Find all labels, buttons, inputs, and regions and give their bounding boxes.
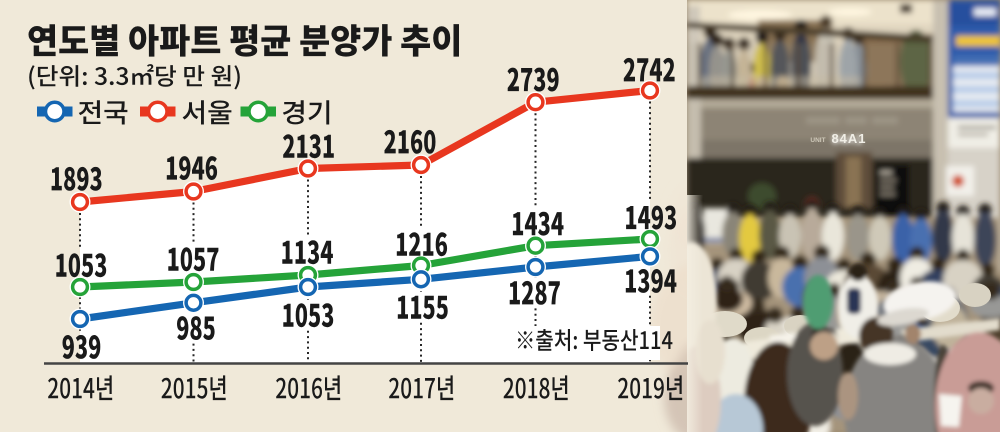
svg-text:84A1: 84A1 <box>831 132 862 147</box>
svg-text:UNIT: UNIT <box>810 137 825 144</box>
svg-text:84A1: 84A1 <box>831 131 866 146</box>
